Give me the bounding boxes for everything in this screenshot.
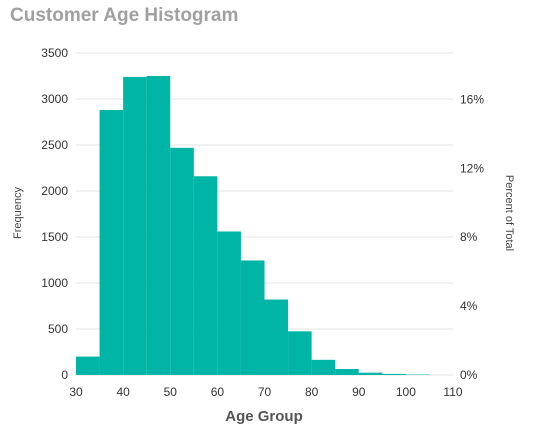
histogram-bar: [123, 76, 147, 376]
y2-tick-label: 0%: [460, 368, 478, 382]
y2-tick-label: 4%: [460, 299, 478, 313]
histogram-bar: [311, 359, 336, 375]
x-tick-label: 30: [69, 385, 83, 399]
x-tick-label: 80: [305, 385, 319, 399]
x-tick-label: 40: [116, 385, 130, 399]
x-axis-title: Age Group: [225, 408, 303, 425]
y2-tick-label: 16%: [460, 92, 484, 106]
histogram-bar: [358, 372, 383, 375]
histogram-bar: [335, 369, 359, 375]
chart-title: Customer Age Histogram: [10, 5, 238, 26]
y2-tick-label: 12%: [460, 161, 484, 175]
y2-axis-title: Percent of Total: [503, 175, 515, 251]
y-tick-label: 3000: [41, 92, 68, 106]
x-tick-label: 70: [258, 385, 272, 399]
y-tick-label: 1000: [41, 276, 68, 290]
histogram-bar: [382, 373, 406, 375]
histogram-bar: [146, 76, 171, 375]
histogram-bar: [288, 331, 312, 375]
y-tick-label: 500: [48, 322, 68, 336]
histogram-bar: [193, 176, 218, 375]
x-tick-label: 60: [211, 385, 225, 399]
histogram-bar: [240, 260, 265, 375]
x-tick-label: 90: [352, 385, 366, 399]
x-tick-label: 110: [443, 385, 462, 399]
histogram-bar: [217, 231, 241, 375]
x-axis-ticks: 30 40 50 60 70 80 90 100 110: [69, 385, 463, 399]
y-axis-title: Frequency: [12, 187, 24, 239]
histogram-bar: [264, 299, 289, 375]
y-axis-ticks: 0 500 1000 1500 2000 2500 3000 3500: [41, 46, 68, 382]
y-tick-label: 1500: [41, 230, 68, 244]
histogram-bar: [170, 147, 194, 375]
y-tick-label: 2000: [41, 184, 68, 198]
histogram-bar: [76, 356, 100, 375]
y-tick-label: 3500: [41, 46, 68, 60]
y-tick-label: 0: [61, 368, 68, 382]
histogram-bar: [99, 110, 124, 375]
histogram-bars: [76, 76, 430, 376]
y-tick-label: 2500: [41, 138, 68, 152]
y2-tick-label: 8%: [460, 230, 478, 244]
x-tick-label: 50: [164, 385, 178, 399]
y2-axis-ticks: 0% 4% 8% 12% 16%: [460, 92, 484, 382]
x-tick-label: 100: [396, 385, 416, 399]
